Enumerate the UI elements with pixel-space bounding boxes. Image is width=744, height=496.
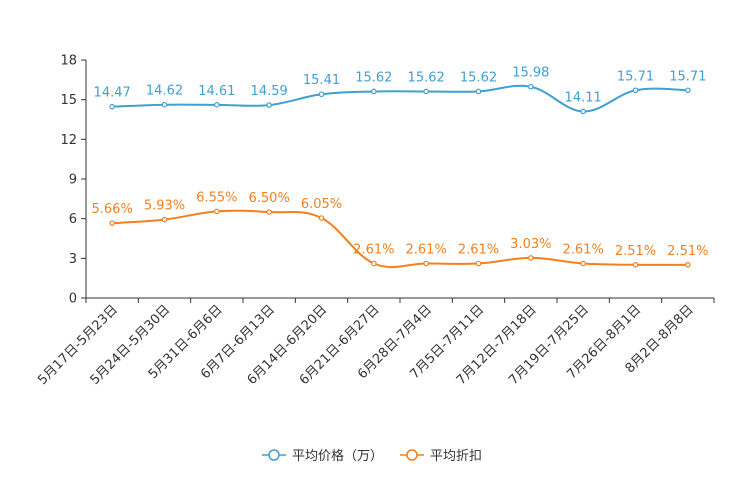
legend-label: 平均价格（万） <box>292 448 383 464</box>
data-label: 15.62 <box>355 70 392 85</box>
axes: 03691215185月17日-5月23日5月24日-5月30日5月31日-6月… <box>35 54 715 388</box>
series-line-2 <box>112 209 688 269</box>
data-label: 2.51% <box>615 244 656 259</box>
data-label: 2.61% <box>458 242 499 257</box>
y-tick-label: 6 <box>69 212 77 227</box>
data-label: 6.55% <box>196 190 237 205</box>
data-label: 6.05% <box>301 197 342 212</box>
y-tick-label: 15 <box>60 93 77 108</box>
data-label: 15.71 <box>617 69 654 84</box>
data-point[interactable] <box>161 101 168 108</box>
legend-item-1[interactable]: 平均价格（万） <box>262 448 383 464</box>
data-point[interactable] <box>318 91 325 98</box>
legend-marker-icon <box>268 449 280 461</box>
data-label: 14.62 <box>146 84 183 99</box>
data-label: 5.66% <box>92 202 133 217</box>
y-tick-label: 3 <box>69 252 77 267</box>
data-point[interactable] <box>528 83 534 90</box>
data-point[interactable] <box>685 262 691 268</box>
y-tick-label: 18 <box>60 54 77 69</box>
data-point[interactable] <box>371 88 377 95</box>
data-point[interactable] <box>423 260 429 267</box>
series-layer: 14.47 14.62 14.61 14.59 15.41 15.62 15.62 15.62… <box>92 66 708 269</box>
data-label: 14.61 <box>198 84 235 99</box>
data-label: 15.41 <box>303 73 340 88</box>
legend-marker-icon <box>406 449 418 461</box>
data-point[interactable] <box>109 103 115 110</box>
legend-item-2[interactable]: 平均折扣 <box>400 449 482 464</box>
y-tick-label: 0 <box>69 292 77 307</box>
data-label: 14.47 <box>94 86 131 101</box>
data-point[interactable] <box>632 262 639 268</box>
data-label: 15.62 <box>408 70 445 85</box>
data-label: 14.59 <box>251 84 288 99</box>
data-point[interactable] <box>371 260 377 267</box>
data-point[interactable] <box>109 220 115 226</box>
data-label: 14.11 <box>565 90 602 105</box>
data-label: 3.03% <box>510 237 551 252</box>
data-point[interactable] <box>266 209 272 215</box>
data-label: 2.61% <box>406 242 447 257</box>
data-label: 15.62 <box>460 70 497 85</box>
y-tick-label: 12 <box>60 133 77 148</box>
data-point[interactable] <box>685 87 691 94</box>
data-label: 2.61% <box>563 242 604 257</box>
data-point[interactable] <box>161 216 168 223</box>
data-point[interactable] <box>266 102 272 108</box>
data-label: 6.50% <box>249 191 290 206</box>
data-label: 2.61% <box>353 242 394 257</box>
series-line-1 <box>112 84 688 113</box>
data-label: 5.93% <box>144 199 185 214</box>
data-point[interactable] <box>580 260 586 267</box>
data-point[interactable] <box>632 87 639 94</box>
data-point[interactable] <box>580 108 586 115</box>
data-point[interactable] <box>423 88 429 95</box>
data-point[interactable] <box>318 215 325 221</box>
legend-label: 平均折扣 <box>430 449 482 464</box>
data-point[interactable] <box>528 255 534 261</box>
data-label: 2.51% <box>667 244 708 259</box>
data-point[interactable] <box>475 260 482 267</box>
data-point[interactable] <box>214 208 220 215</box>
y-tick-label: 9 <box>69 173 77 188</box>
data-label: 15.71 <box>669 69 706 84</box>
data-point[interactable] <box>475 88 482 95</box>
legend[interactable]: 平均价格（万） 平均折扣 <box>262 448 482 464</box>
data-label: 15.98 <box>512 66 549 81</box>
data-point[interactable] <box>214 102 220 108</box>
